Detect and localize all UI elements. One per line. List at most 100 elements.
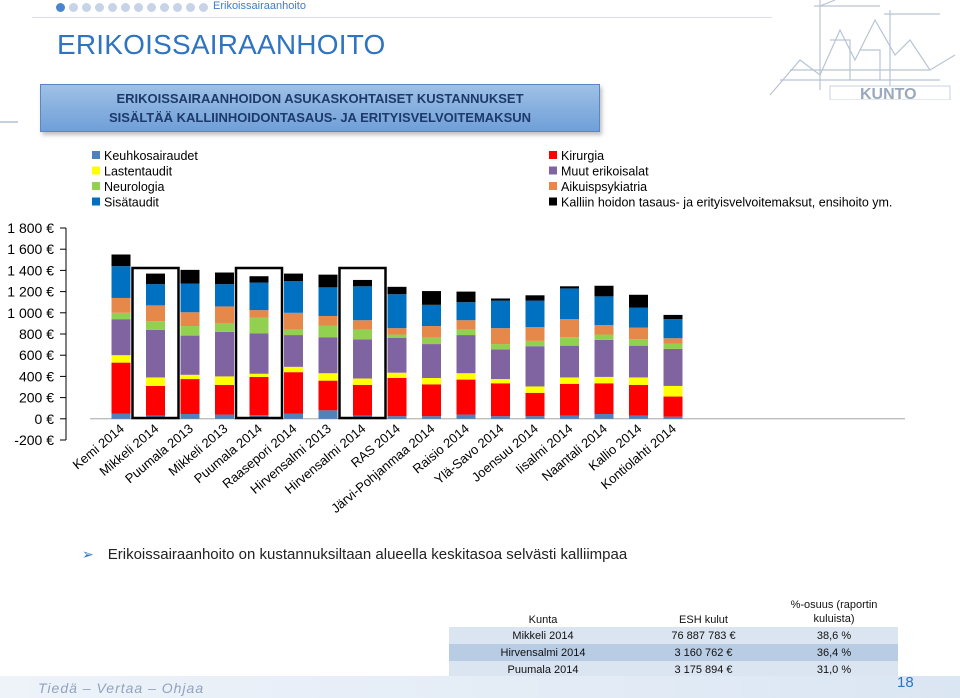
legend-swatch xyxy=(92,197,100,206)
bar-segment xyxy=(422,416,441,419)
table-header-esh: ESH kulut xyxy=(637,597,770,627)
table-cell: 36,4 % xyxy=(770,644,898,661)
chart-banner: ERIKOISSAIRAANHOIDON ASUKASKOHTAISET KUS… xyxy=(40,84,600,132)
bar-segment xyxy=(629,294,648,308)
page-number: 18 xyxy=(897,674,914,691)
bar-segment xyxy=(180,326,200,336)
bar-segment xyxy=(456,373,476,380)
bar-segment xyxy=(491,298,510,301)
bar-segment xyxy=(387,377,407,417)
bar-segment xyxy=(215,306,234,324)
bar-segment xyxy=(594,383,614,415)
bar-segment xyxy=(594,339,614,377)
table-row: Puumala 2014 3 175 894 € 31,0 % xyxy=(449,661,898,678)
bar-segment xyxy=(215,384,234,415)
key-finding: ➢ Erikoissairaanhoito on kustannuksiltaa… xyxy=(82,546,627,563)
bar-segment xyxy=(525,300,545,328)
bar-segment xyxy=(353,286,372,321)
bar-segment xyxy=(491,379,510,384)
legend-label: Lastentaudit xyxy=(104,165,173,179)
bar-segment xyxy=(387,337,407,373)
highlight-box xyxy=(234,266,284,420)
bar-segment xyxy=(663,385,683,397)
bar-segment xyxy=(387,286,407,295)
legend-label: Muut erikoisalat xyxy=(561,165,649,179)
bar-segment xyxy=(387,294,407,329)
bar-segment xyxy=(525,416,545,419)
legend-swatch xyxy=(549,197,557,206)
table-header-row: Kunta ESH kulut %-osuus (raportin kuluis… xyxy=(449,597,898,627)
banner-line-1: ERIKOISSAIRAANHOIDON ASUKASKOHTAISET KUS… xyxy=(116,91,524,106)
progress-dot xyxy=(82,2,91,12)
bar-segment xyxy=(560,383,579,416)
bar-segment xyxy=(594,376,614,384)
bar-segment xyxy=(594,285,614,297)
bar-segment xyxy=(215,414,234,419)
banner-line-2: SISÄLTÄÄ KALLIINHOIDONTASAUS- JA ERITYIS… xyxy=(108,110,532,125)
bar-segment xyxy=(318,287,338,316)
table-row: Hirvensalmi 2014 3 160 762 € 36,4 % xyxy=(449,644,898,661)
bar-segment xyxy=(111,254,131,267)
bar-segment xyxy=(629,345,648,378)
bar-segment xyxy=(594,414,614,419)
summary-table: Kunta ESH kulut %-osuus (raportin kuluis… xyxy=(449,597,898,678)
bar-segment xyxy=(284,413,303,419)
bar-segment xyxy=(111,362,131,414)
logo-frame xyxy=(829,85,951,100)
bars xyxy=(111,254,683,419)
bar-segment xyxy=(111,297,131,313)
bar-segment xyxy=(560,337,579,346)
bar-segment xyxy=(318,337,338,374)
table-row: Mikkeli 2014 76 887 783 € 38,6 % xyxy=(449,627,898,644)
bar-segment xyxy=(422,377,441,385)
progress-dot xyxy=(95,2,104,12)
bar-segment xyxy=(560,286,579,289)
bar-segment xyxy=(249,317,269,334)
legend-swatch xyxy=(92,182,100,190)
bar-segment xyxy=(146,284,165,306)
progress-dot xyxy=(147,2,156,12)
bar-segment xyxy=(180,379,200,415)
bar-segment xyxy=(180,283,200,313)
bar-segment xyxy=(111,266,131,298)
bar-segment xyxy=(594,334,614,340)
table-cell: 38,6 % xyxy=(770,627,898,644)
bar-segment xyxy=(491,416,510,419)
bar-segment xyxy=(318,274,338,288)
bar-segment xyxy=(180,414,200,419)
side-tick xyxy=(0,121,18,123)
legend-label: Sisätaudit xyxy=(104,196,159,210)
bar-segment xyxy=(560,377,579,384)
kunto-logo: KUNTO xyxy=(769,0,956,100)
bar-segment xyxy=(249,310,269,318)
bar-segment xyxy=(284,335,303,367)
progress-dot xyxy=(69,2,78,12)
bar-segment xyxy=(318,410,338,419)
progress-dot xyxy=(173,2,182,12)
bar-segment xyxy=(629,327,648,340)
bar-segment xyxy=(387,416,407,419)
bar-segment xyxy=(249,373,269,377)
y-tick-label: 1 000 € xyxy=(7,305,54,321)
progress-dot xyxy=(186,2,195,12)
bar-segment xyxy=(146,273,165,285)
logo-text: KUNTO xyxy=(860,86,917,100)
bar-segment xyxy=(111,319,131,356)
y-tick-label: 1 600 € xyxy=(7,241,54,257)
progress-dot xyxy=(56,2,65,12)
legend-swatch xyxy=(549,182,557,190)
bar-segment xyxy=(111,413,131,419)
bar-segment xyxy=(318,325,338,338)
bar-segment xyxy=(146,329,165,378)
y-tick-label: 1 400 € xyxy=(7,262,54,278)
bar-segment xyxy=(663,343,683,349)
bar-segment xyxy=(594,324,614,335)
bar-segment xyxy=(491,300,510,329)
legend-label: Kalliin hoidon tasaus- ja erityisvelvoit… xyxy=(561,196,892,210)
bar-segment xyxy=(353,384,372,416)
bar-segment xyxy=(663,314,683,320)
legend-swatch xyxy=(549,151,557,159)
bar-segment xyxy=(146,385,165,416)
bar-segment xyxy=(387,328,407,335)
progress-dot xyxy=(134,2,143,12)
